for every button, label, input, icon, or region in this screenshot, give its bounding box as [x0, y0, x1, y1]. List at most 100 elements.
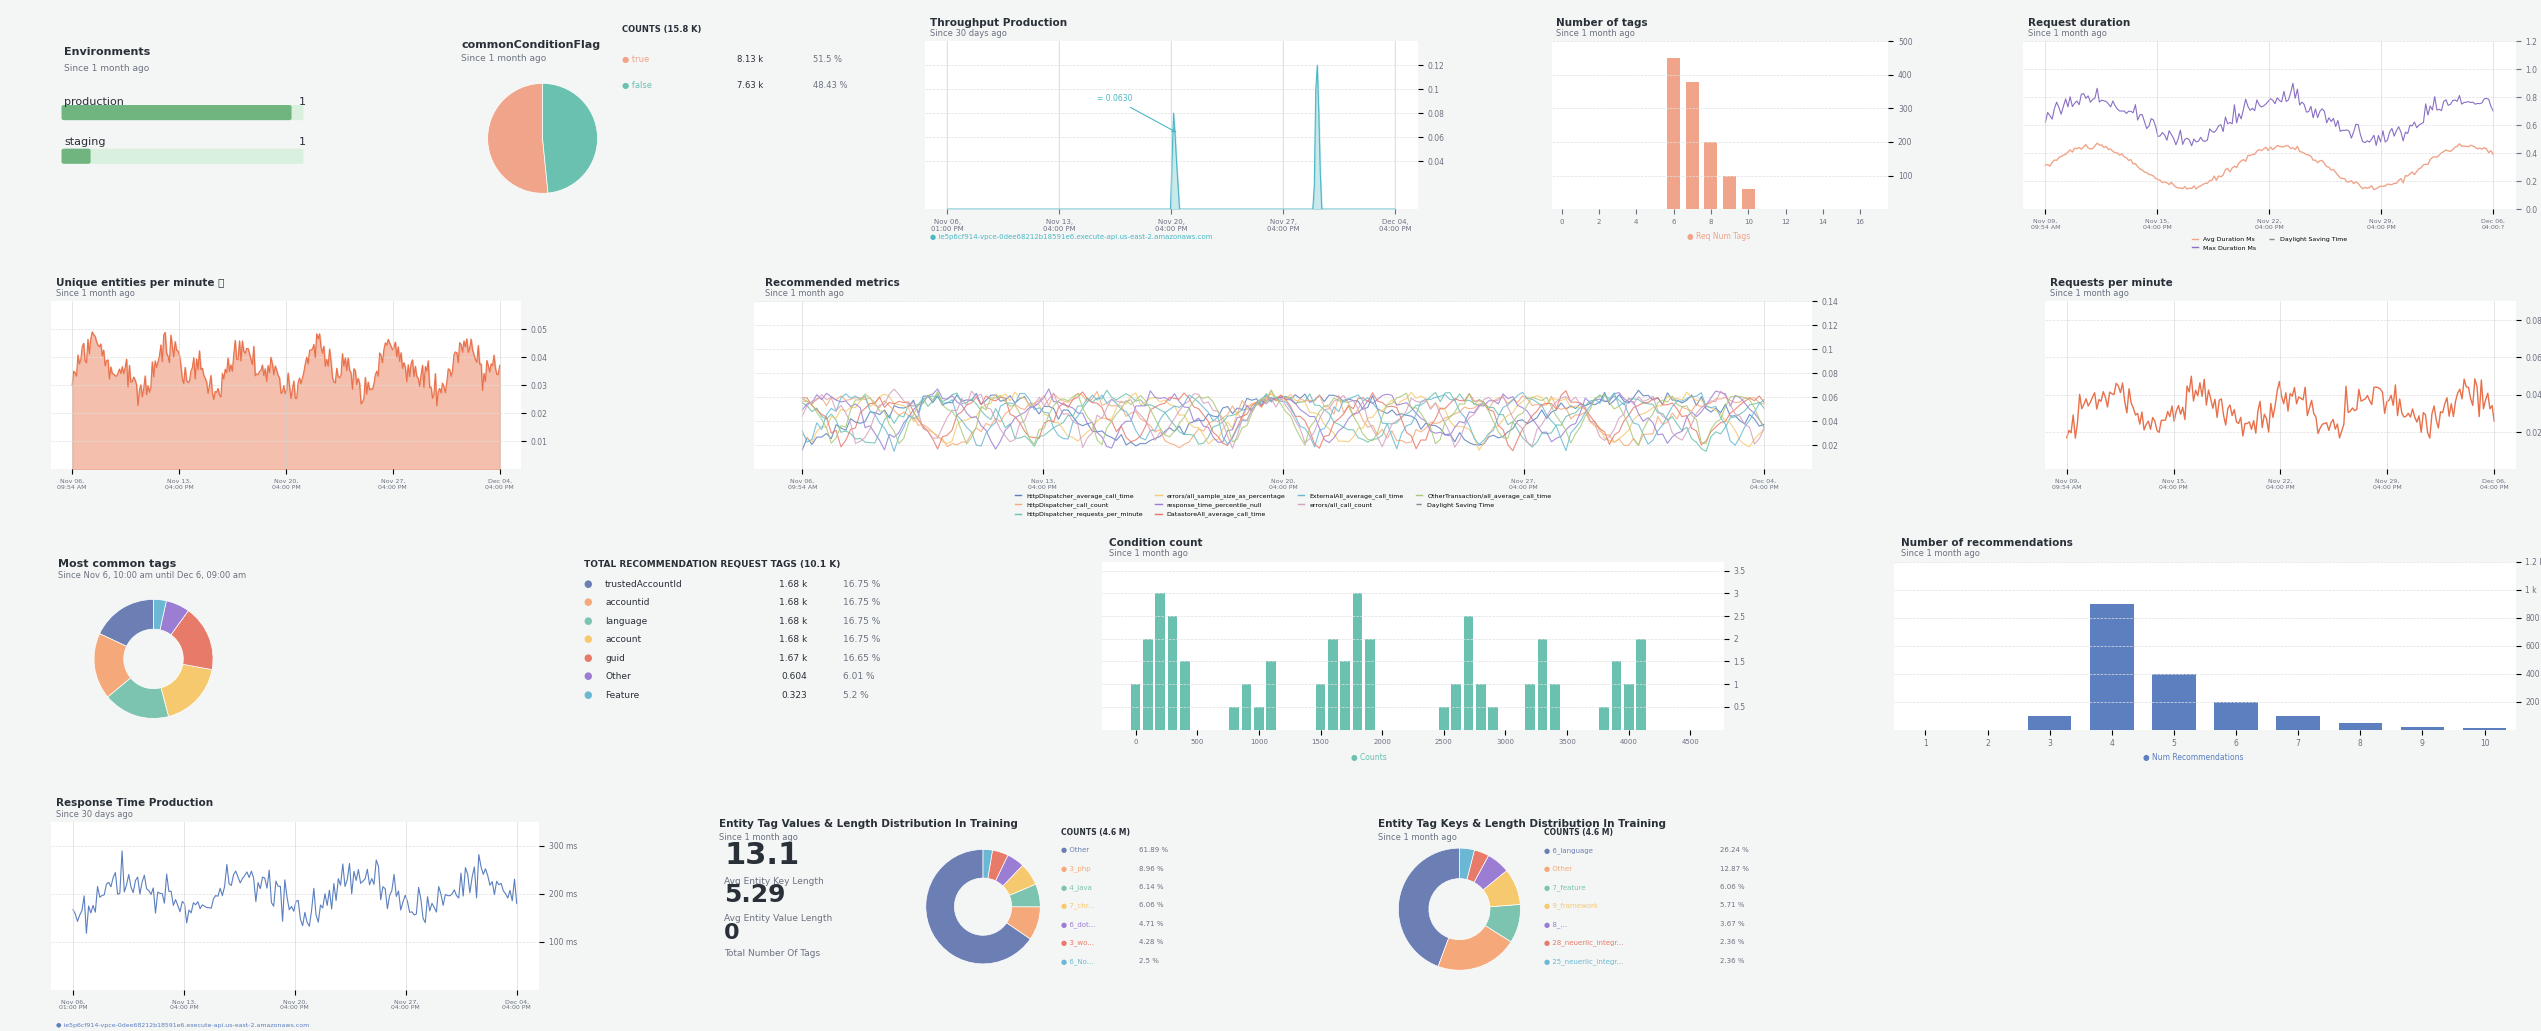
Bar — [1624, 685, 1634, 730]
Bar — [1667, 58, 1680, 209]
Bar — [1611, 662, 1621, 730]
Text: 6.06 %: 6.06 % — [1138, 902, 1164, 908]
Text: ● 9_framework: ● 9_framework — [1545, 902, 1598, 909]
Bar — [1489, 707, 1499, 730]
Text: 2.36 %: 2.36 % — [1720, 939, 1746, 945]
Line: Max Duration Ms: Max Duration Ms — [2046, 84, 2493, 145]
Text: 48.43 %: 48.43 % — [813, 81, 846, 91]
Text: Most common tags: Most common tags — [58, 559, 175, 569]
Text: TOTAL RECOMMENDATION REQUEST TAGS (10.1 K): TOTAL RECOMMENDATION REQUEST TAGS (10.1 … — [584, 560, 841, 569]
Text: ● Num Recommendations: ● Num Recommendations — [2142, 753, 2244, 762]
Text: 16.75 %: 16.75 % — [844, 579, 879, 589]
Text: ● 6_No...: ● 6_No... — [1062, 958, 1093, 965]
Wedge shape — [170, 610, 213, 669]
Wedge shape — [1009, 885, 1039, 907]
Avg Duration Ms — [2477, 148, 2508, 161]
Text: ●: ● — [584, 653, 592, 663]
Wedge shape — [996, 855, 1021, 886]
FancyBboxPatch shape — [61, 105, 292, 121]
Text: 26.24 %: 26.24 % — [1720, 847, 1748, 853]
Wedge shape — [1459, 849, 1474, 879]
Text: Since 1 month ago: Since 1 month ago — [2028, 29, 2106, 38]
Text: 1.68 k: 1.68 k — [780, 617, 808, 626]
Text: Requests per minute: Requests per minute — [2051, 278, 2173, 288]
Bar — [1525, 685, 1535, 730]
Text: 0.604: 0.604 — [783, 672, 808, 681]
Text: ● Req Num Tags: ● Req Num Tags — [1687, 232, 1751, 241]
FancyBboxPatch shape — [61, 105, 302, 121]
Text: 6.01 %: 6.01 % — [844, 672, 874, 681]
Text: 4.71 %: 4.71 % — [1138, 921, 1164, 927]
Wedge shape — [160, 664, 211, 717]
Avg Duration Ms — [2152, 176, 2183, 189]
Avg Duration Ms — [2444, 137, 2475, 149]
Wedge shape — [152, 599, 165, 630]
Wedge shape — [1466, 850, 1489, 883]
Text: ● 6_dot...: ● 6_dot... — [1062, 921, 1095, 928]
Bar — [1243, 685, 1253, 730]
Text: ● false: ● false — [623, 81, 653, 91]
Text: ●: ● — [584, 616, 592, 626]
Text: 4.28 %: 4.28 % — [1138, 939, 1164, 945]
Bar — [1253, 707, 1263, 730]
Max Duration Ms — [2277, 77, 2307, 90]
Text: ● 4_java: ● 4_java — [1062, 884, 1093, 891]
Wedge shape — [983, 850, 994, 878]
Bar — [2091, 603, 2134, 730]
Wedge shape — [1486, 904, 1520, 941]
Avg Duration Ms — [2030, 159, 2061, 171]
Text: 3.67 %: 3.67 % — [1720, 921, 1746, 927]
Text: 1: 1 — [300, 97, 305, 107]
Text: Since 1 month ago: Since 1 month ago — [1901, 550, 1979, 559]
Text: 6.14 %: 6.14 % — [1138, 884, 1164, 890]
Line: Avg Duration Ms: Avg Duration Ms — [2046, 143, 2493, 190]
Bar — [1476, 685, 1486, 730]
Text: ● true: ● true — [623, 56, 650, 65]
Bar — [1179, 662, 1189, 730]
Text: account: account — [605, 635, 640, 644]
Bar — [1464, 617, 1474, 730]
Text: Since 1 month ago: Since 1 month ago — [765, 289, 844, 298]
Bar — [1451, 685, 1461, 730]
Text: 2.36 %: 2.36 % — [1720, 958, 1746, 964]
Bar — [2462, 728, 2505, 730]
Bar — [1550, 685, 1560, 730]
Text: 16.75 %: 16.75 % — [844, 598, 879, 607]
Text: ● 25_neuerlic_integr...: ● 25_neuerlic_integr... — [1545, 958, 1624, 965]
Avg Duration Ms — [2058, 145, 2089, 158]
Wedge shape — [99, 599, 152, 646]
Text: COUNTS (15.8 K): COUNTS (15.8 K) — [623, 25, 701, 34]
Text: Since 1 month ago: Since 1 month ago — [56, 289, 135, 298]
Text: 12.87 %: 12.87 % — [1720, 866, 1748, 871]
Text: = 0.0630: = 0.0630 — [1098, 94, 1174, 132]
Text: ● 6_language: ● 6_language — [1545, 847, 1593, 854]
Max Duration Ms — [2048, 100, 2079, 112]
Text: guid: guid — [605, 654, 625, 663]
Text: Since 30 days ago: Since 30 days ago — [56, 809, 132, 819]
Text: ●: ● — [584, 634, 592, 644]
Max Duration Ms — [2150, 129, 2180, 141]
Max Duration Ms — [2030, 117, 2061, 129]
Legend: httpDispatcher_average_call_time, httpDispatcher_call_count, httpDispatcher_requ: httpDispatcher_average_call_time, httpDi… — [1011, 491, 1555, 520]
Text: 1.68 k: 1.68 k — [780, 598, 808, 607]
Text: ●: ● — [584, 671, 592, 681]
Text: ● ie5p6cf914-vpce-0dee68212b18591e6.execute-api.us-east-2.amazonaws.com: ● ie5p6cf914-vpce-0dee68212b18591e6.exec… — [930, 234, 1212, 240]
Text: 8.96 %: 8.96 % — [1138, 866, 1164, 871]
Bar — [1537, 639, 1547, 730]
Text: Avg Entity Key Length: Avg Entity Key Length — [724, 877, 823, 886]
Text: commonConditionFlag: commonConditionFlag — [460, 40, 600, 49]
Bar — [2338, 723, 2381, 730]
Text: Since 1 month ago: Since 1 month ago — [1555, 29, 1634, 38]
Text: Recommended metrics: Recommended metrics — [765, 278, 900, 288]
Max Duration Ms — [2058, 100, 2089, 112]
Wedge shape — [925, 850, 1029, 964]
Text: ● 7_feature: ● 7_feature — [1545, 884, 1586, 891]
FancyBboxPatch shape — [61, 148, 91, 164]
Text: 1.68 k: 1.68 k — [780, 579, 808, 589]
Text: Response Time Production: Response Time Production — [56, 798, 213, 808]
Bar — [1131, 685, 1141, 730]
Text: 5.2 %: 5.2 % — [844, 691, 869, 700]
Text: Since 1 month ago: Since 1 month ago — [1377, 833, 1456, 842]
Text: Since Nov 6, 10:00 am until Dec 6, 09:00 am: Since Nov 6, 10:00 am until Dec 6, 09:00… — [58, 571, 246, 580]
Wedge shape — [160, 601, 188, 635]
